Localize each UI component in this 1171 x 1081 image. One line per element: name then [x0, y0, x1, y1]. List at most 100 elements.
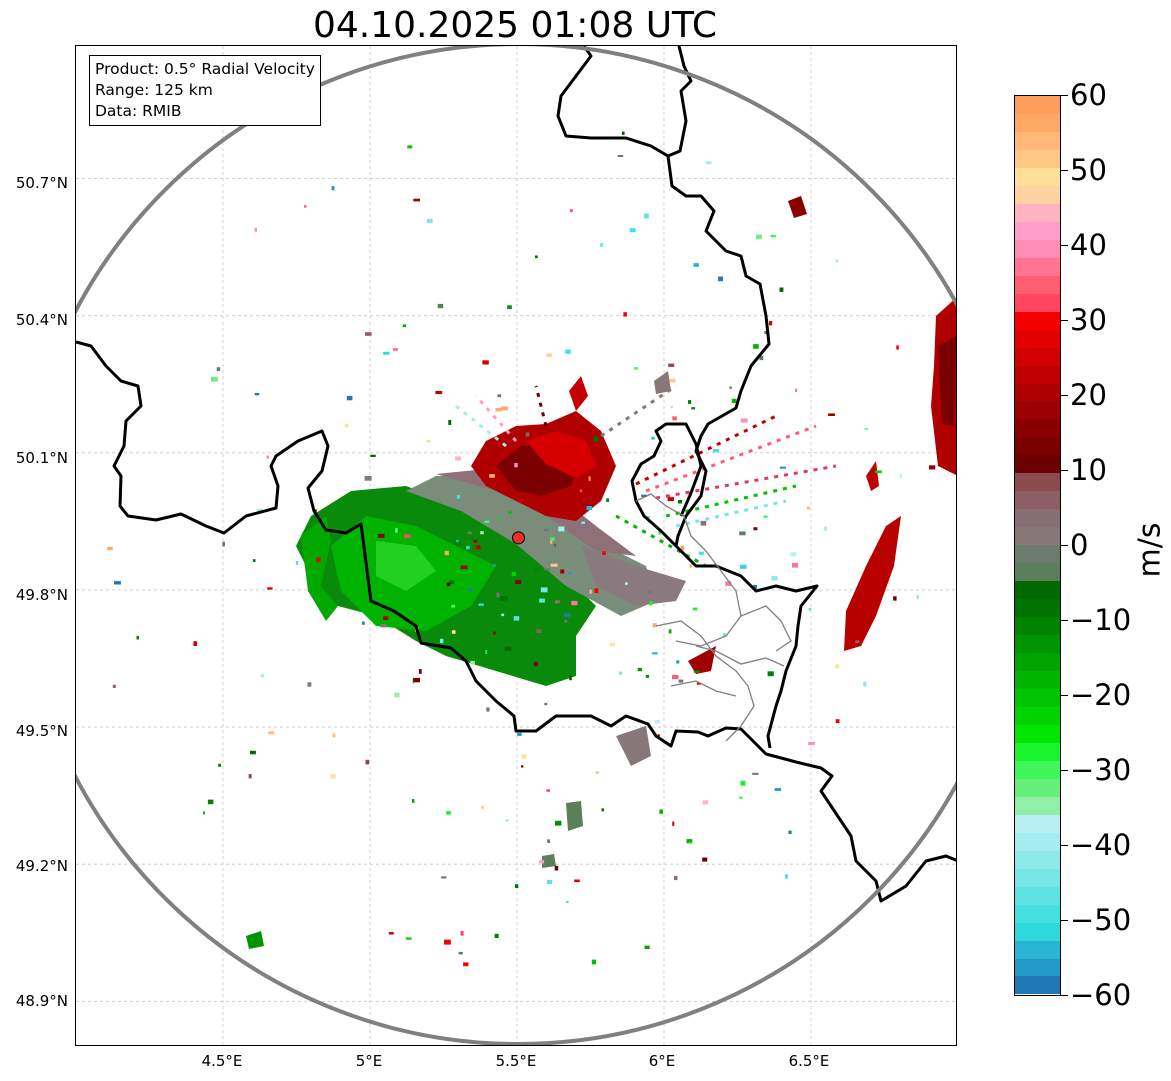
echo-speckle	[740, 780, 746, 786]
echo-speckle	[855, 640, 860, 643]
echo-speckle	[499, 517, 502, 521]
colorbar-segment	[1015, 455, 1060, 474]
colorbar-tick-label: 40	[1070, 228, 1107, 262]
echo-speckle	[755, 234, 762, 239]
border-luxembourg	[674, 544, 819, 749]
echo-speckle	[550, 563, 558, 567]
echo-speckle	[426, 440, 431, 443]
echo-speckle	[571, 600, 578, 606]
echo-speckle	[222, 541, 225, 547]
echo-speckle	[475, 545, 481, 550]
echo-speckle	[316, 557, 321, 563]
colorbar-segment	[1015, 581, 1060, 600]
echo-speckle	[594, 588, 599, 593]
colorbar-segment	[1015, 239, 1060, 258]
echo-speckle	[507, 305, 512, 310]
echo-speckle	[211, 376, 218, 382]
radar-map[interactable]	[75, 45, 957, 1046]
colorbar-segment	[1015, 706, 1060, 725]
colorbar-segment	[1015, 671, 1060, 689]
echo-zero-band	[376, 476, 656, 616]
echo-speckle	[570, 209, 573, 213]
echo-speckle	[633, 367, 638, 370]
echo-speckle	[402, 324, 406, 328]
echo-speckle	[574, 879, 580, 883]
echo-speckle	[564, 613, 571, 618]
colorbar-tick-label: −20	[1070, 678, 1132, 712]
echo-speckle	[774, 788, 782, 791]
echo-speckle	[254, 227, 257, 232]
echo-speckle	[705, 161, 712, 165]
echo-speckle	[460, 565, 468, 570]
echo-speckle	[599, 243, 604, 247]
colorbar-tick-label: −50	[1070, 903, 1132, 937]
echo-speckle	[554, 543, 557, 547]
echo-speckle	[489, 474, 495, 478]
colorbar-segment	[1015, 635, 1060, 654]
echo-speckle	[693, 670, 700, 673]
colorbar-tick-label: −10	[1070, 603, 1132, 637]
echo-speckle	[658, 530, 661, 535]
echo-speckle	[795, 388, 798, 392]
echo-speckle	[439, 638, 444, 644]
echo-speckle	[824, 526, 827, 531]
echo-nne-grey	[654, 371, 671, 394]
echo-speckle	[248, 774, 252, 779]
colorbar-tick	[1061, 995, 1068, 996]
echo-speckle	[738, 796, 743, 799]
echo-speckle	[696, 682, 701, 685]
echo-speckle	[637, 667, 642, 672]
echo-speckle	[591, 959, 597, 965]
echo-speckle	[484, 520, 490, 523]
colorbar-segment	[1015, 293, 1060, 312]
colorbar-segment	[1015, 437, 1060, 456]
colorbar-segment	[1015, 203, 1060, 222]
colorbar	[1014, 95, 1061, 996]
echo-speckle	[193, 641, 198, 646]
echo-speckle	[426, 218, 433, 223]
echo-speckle	[718, 276, 723, 282]
echo-speckle	[670, 406, 673, 409]
echo-speckle	[395, 528, 398, 533]
echo-east-cell	[844, 516, 901, 651]
echo-speckle	[407, 145, 413, 149]
echo-speckle	[652, 623, 657, 628]
colorbar-tick	[1061, 770, 1068, 771]
echo-speckle	[546, 789, 551, 792]
colorbar-tick-label: 20	[1070, 378, 1107, 412]
echo-speckle	[482, 360, 489, 365]
echo-speckle	[392, 348, 398, 351]
echo-speckle	[413, 198, 421, 202]
echo-speckle	[250, 750, 256, 755]
echo-speckle	[835, 664, 840, 669]
echo-speckle	[492, 564, 496, 567]
echo-speckle	[480, 531, 484, 535]
echo-speckle	[514, 463, 518, 468]
echo-speckle	[437, 303, 444, 309]
echo-speckle	[544, 702, 548, 706]
colorbar-segment	[1015, 419, 1060, 438]
echo-speckle	[513, 616, 520, 621]
echo-speckle	[449, 580, 455, 585]
colorbar-segment	[1015, 329, 1060, 348]
border-germany-east	[666, 155, 771, 547]
echo-speckle	[593, 436, 599, 442]
echo-speckle	[331, 186, 335, 191]
echo-speckle	[485, 650, 488, 654]
echo-speckle	[779, 287, 784, 292]
echo-speckle	[779, 466, 786, 469]
colorbar-unit-label: m/s	[1132, 522, 1168, 578]
echo-south-green-1	[566, 801, 583, 831]
echo-speckle	[667, 497, 674, 502]
echo-speckle	[835, 259, 839, 263]
echo-speckle	[460, 930, 464, 936]
echo-speckle	[689, 842, 692, 845]
colorbar-segment	[1015, 617, 1060, 636]
echo-speckle	[456, 539, 459, 543]
echo-speckle	[330, 774, 336, 779]
echo-speckle	[107, 546, 113, 551]
lon-tick-label: 6.5°E	[788, 1052, 830, 1070]
colorbar-segment	[1015, 832, 1060, 851]
echo-speckle	[916, 595, 919, 600]
colorbar-segment	[1015, 167, 1060, 186]
